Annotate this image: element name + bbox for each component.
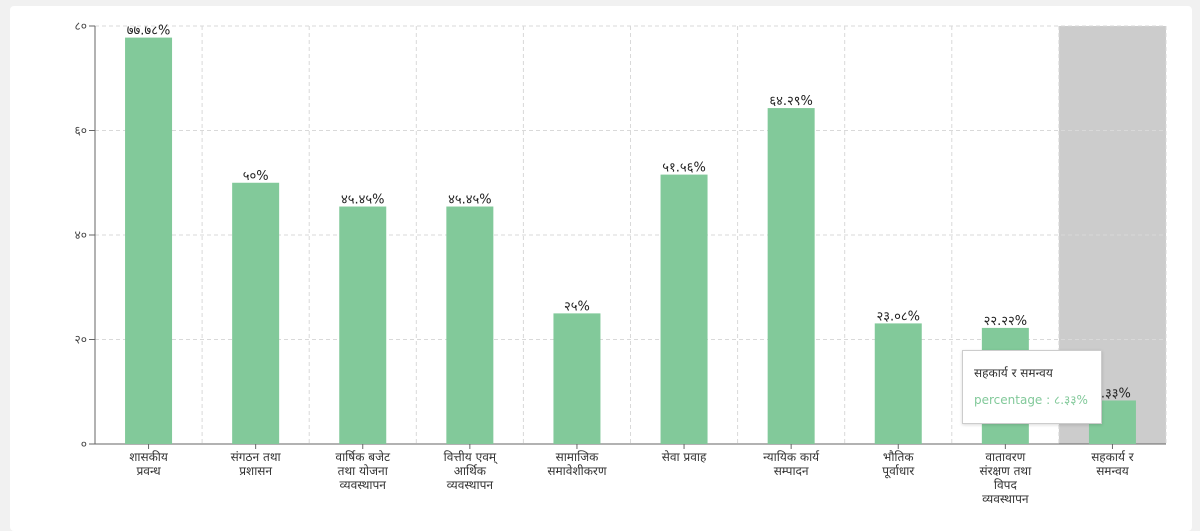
data-label: ८.३३%: [1094, 386, 1131, 401]
data-label: ५०%: [243, 169, 269, 184]
x-tick-label: भौतिक पूर्वाधार: [882, 450, 915, 479]
x-tick-label: वित्तीय एवम् आर्थिक व्यवस्थापन: [444, 450, 498, 492]
y-tick-label: ०: [81, 437, 87, 451]
x-tick-label: वार्षिक बजेट तथा योजना व्यवस्थापन: [335, 450, 391, 492]
bar: [874, 323, 922, 444]
x-tick-label: सामाजिक समावेशीकरण: [547, 450, 606, 478]
y-tick-label: ६०: [75, 124, 87, 138]
x-tick-label: वातावरण संरक्षण तथा विपद व्यवस्थापन: [979, 450, 1032, 506]
bar: [660, 174, 708, 444]
tooltip-title: सहकार्य र समन्वय: [974, 366, 1053, 380]
y-tick-label: २०: [75, 333, 87, 347]
bar: [232, 182, 280, 444]
data-label: २२.२२%: [984, 314, 1028, 329]
bar: [339, 206, 387, 444]
data-label: २५%: [564, 299, 590, 314]
y-tick-label: ४०: [75, 228, 87, 242]
y-tick-label: ८०: [75, 19, 87, 33]
bar: [125, 37, 173, 445]
x-tick-label: शासकीय प्रवन्ध: [129, 450, 169, 478]
chart-tooltip: सहकार्य र समन्वय percentage : ८.३३%: [962, 350, 1102, 424]
data-label: ४५.४५%: [341, 193, 385, 208]
x-tick-label: सेवा प्रवाह: [662, 450, 707, 464]
bar: [553, 313, 601, 444]
data-label: ५१.५६%: [662, 161, 706, 176]
data-label: ७७.७८%: [127, 24, 171, 39]
bar: [767, 108, 815, 444]
bar: [446, 206, 494, 444]
x-tick-label: सहकार्य र समन्वय: [1091, 450, 1135, 478]
data-label: ६४.२९%: [769, 94, 813, 109]
tooltip-value: percentage : ८.३३%: [974, 393, 1088, 407]
data-label: ४५.४५%: [448, 193, 492, 208]
x-tick-label: संगठन तथा प्रशासन: [231, 450, 282, 478]
x-tick-label: न्यायिक कार्य सम्पादन: [763, 450, 820, 478]
data-label: २३.०८%: [876, 309, 920, 324]
